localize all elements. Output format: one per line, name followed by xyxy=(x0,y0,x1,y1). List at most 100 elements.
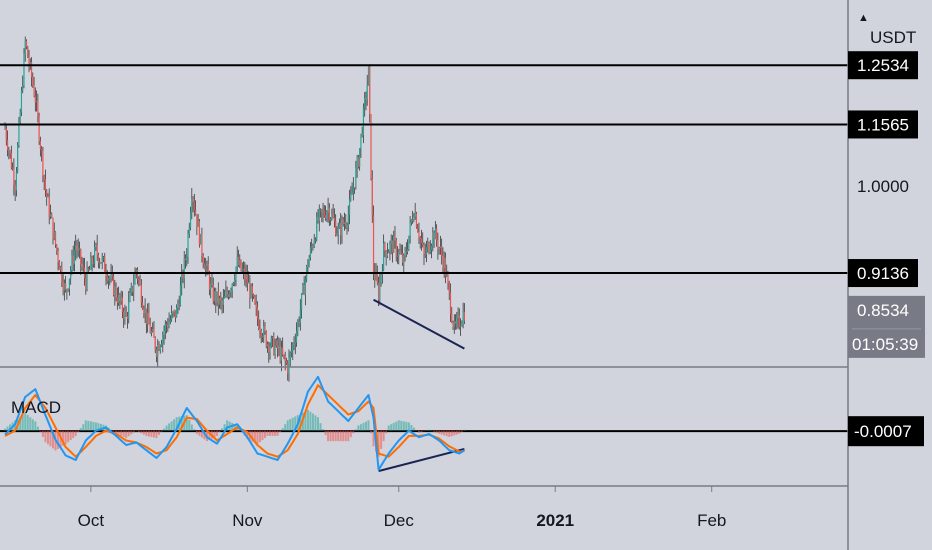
candle-body xyxy=(12,167,14,169)
candle-body xyxy=(337,228,339,234)
macd-histogram-bar xyxy=(89,421,92,431)
candle-body xyxy=(312,246,314,248)
macd-histogram-bar xyxy=(271,430,274,436)
macd-histogram-bar xyxy=(443,430,446,436)
candle-body xyxy=(134,273,136,285)
candle-body xyxy=(430,245,433,250)
candle-body xyxy=(327,207,329,213)
candle-body xyxy=(47,196,49,198)
candle-body xyxy=(35,100,38,103)
candle-body xyxy=(76,245,78,251)
candle-body xyxy=(457,315,459,318)
candle-body xyxy=(313,240,315,247)
candle-body xyxy=(298,321,300,323)
candle-body xyxy=(129,293,131,302)
macd-histogram-bar xyxy=(291,417,294,431)
macd-histogram-bar xyxy=(125,430,128,439)
y-tick-label: 1.0000 xyxy=(857,177,909,196)
candle-body xyxy=(284,355,286,361)
candle-body xyxy=(454,321,457,324)
candle-body xyxy=(294,342,296,345)
macd-histogram-bar xyxy=(140,430,143,434)
macd-histogram-bar xyxy=(417,430,420,433)
candle-body xyxy=(20,90,23,113)
macd-trendline[interactable] xyxy=(378,447,465,473)
candle-body xyxy=(208,274,211,290)
macd-histogram-bar xyxy=(46,430,49,445)
candle-body xyxy=(304,278,306,295)
candle-body xyxy=(51,214,53,218)
candle-body xyxy=(104,257,106,272)
candle-body xyxy=(293,344,295,346)
price-trendline[interactable] xyxy=(373,298,465,350)
candle-body xyxy=(399,251,401,254)
candle-body xyxy=(140,284,142,303)
macd-histogram-bar xyxy=(52,430,54,449)
macd-histogram-bar xyxy=(397,420,400,431)
candle-body xyxy=(160,343,163,347)
macd-histogram-bar xyxy=(294,416,297,431)
candle-body xyxy=(18,121,20,146)
candle-body xyxy=(425,247,428,255)
macd-histogram-bar xyxy=(463,429,466,431)
candle-body xyxy=(266,344,269,347)
macd-line xyxy=(4,375,465,471)
macd-histogram-bar xyxy=(317,417,319,431)
macd-histogram-bar xyxy=(112,430,115,432)
macd-histogram-bar xyxy=(415,430,418,431)
trendlines xyxy=(373,298,465,473)
macd-histogram-bar xyxy=(387,425,390,431)
macd-histogram-bar xyxy=(195,430,198,434)
candle-body xyxy=(434,228,436,240)
candle-body xyxy=(62,282,64,291)
candle-body xyxy=(226,291,228,295)
candle-body xyxy=(367,66,370,86)
candle-body xyxy=(164,324,166,332)
candle-body xyxy=(356,157,358,168)
macd-histogram-bar xyxy=(349,430,352,438)
candle-body xyxy=(150,330,153,334)
candle-body xyxy=(274,345,276,355)
candle-body xyxy=(412,220,414,222)
candle-body xyxy=(196,214,198,227)
candle-body xyxy=(92,263,94,265)
candle-body xyxy=(75,245,77,251)
macd-histogram-bar xyxy=(339,430,342,442)
candle-body xyxy=(96,244,98,255)
candle-body xyxy=(110,274,112,279)
candle-body xyxy=(165,324,168,326)
candle-body xyxy=(188,227,190,234)
macd-histogram-bar xyxy=(438,430,441,434)
candle-body xyxy=(217,291,219,305)
macd-histogram-bar xyxy=(253,430,256,443)
candle-body xyxy=(116,297,118,303)
candle-body xyxy=(163,331,165,335)
scale-marker-icon[interactable]: ▲ xyxy=(858,12,869,24)
candle-body xyxy=(207,263,209,275)
candle-body xyxy=(100,262,102,264)
macd-histogram-bar xyxy=(284,424,287,431)
candle-body xyxy=(149,324,151,334)
candle-body xyxy=(271,336,274,338)
bar-countdown: 01:05:39 xyxy=(852,335,918,354)
macd-histogram-bar xyxy=(435,430,438,433)
candle-body xyxy=(152,328,154,331)
candle-body xyxy=(203,263,206,269)
macd-histogram-bar xyxy=(87,420,90,431)
macd-histogram-bar xyxy=(223,424,226,431)
macd-histogram-bar xyxy=(390,424,393,431)
macd-histogram-bar xyxy=(425,430,428,431)
macd-histogram-bar xyxy=(238,428,241,431)
candle-body xyxy=(143,308,145,314)
candle-body xyxy=(374,271,376,280)
candle-body xyxy=(168,321,170,328)
macd-histogram-bar xyxy=(382,430,385,442)
candle-body xyxy=(292,344,294,351)
macd-histogram-bar xyxy=(117,430,120,435)
macd-histogram-bar xyxy=(31,419,34,431)
macd-histogram-bar xyxy=(352,430,355,434)
macd-histogram-bar xyxy=(309,411,312,431)
macd-label: MACD xyxy=(11,398,61,417)
candle-body xyxy=(141,302,144,309)
